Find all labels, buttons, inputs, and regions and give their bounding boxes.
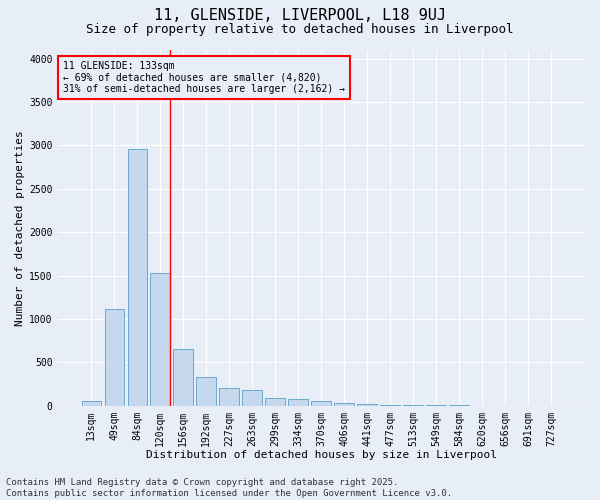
Bar [311, 401, 331, 406]
Text: 11, GLENSIDE, LIVERPOOL, L18 9UJ: 11, GLENSIDE, LIVERPOOL, L18 9UJ [154, 8, 446, 22]
X-axis label: Distribution of detached houses by size in Liverpool: Distribution of detached houses by size … [146, 450, 497, 460]
Bar [289, 399, 308, 406]
Bar [128, 149, 147, 406]
Bar [151, 273, 170, 406]
Bar [403, 405, 423, 406]
Text: 11 GLENSIDE: 133sqm
← 69% of detached houses are smaller (4,820)
31% of semi-det: 11 GLENSIDE: 133sqm ← 69% of detached ho… [63, 60, 345, 94]
Text: Size of property relative to detached houses in Liverpool: Size of property relative to detached ho… [86, 22, 514, 36]
Bar [334, 403, 354, 406]
Bar [173, 350, 193, 406]
Bar [265, 398, 285, 406]
Bar [242, 390, 262, 406]
Bar [358, 404, 377, 406]
Bar [380, 404, 400, 406]
Text: Contains HM Land Registry data © Crown copyright and database right 2025.
Contai: Contains HM Land Registry data © Crown c… [6, 478, 452, 498]
Bar [82, 401, 101, 406]
Bar [104, 310, 124, 406]
Bar [196, 377, 216, 406]
Bar [220, 388, 239, 406]
Y-axis label: Number of detached properties: Number of detached properties [15, 130, 25, 326]
